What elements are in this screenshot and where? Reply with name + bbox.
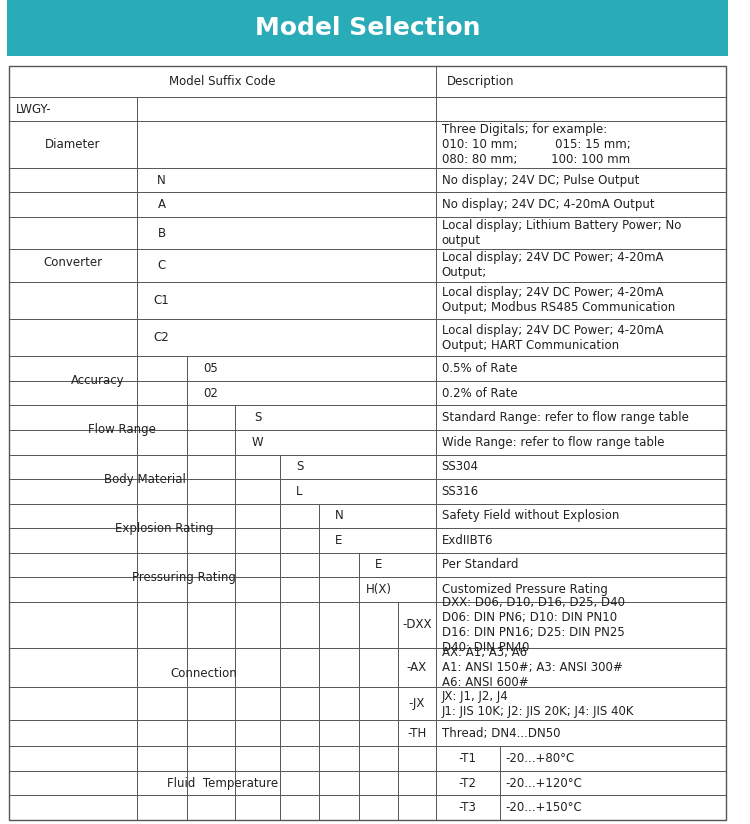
Text: -T1: -T1 xyxy=(459,752,477,765)
Text: Thread; DN4...DN50: Thread; DN4...DN50 xyxy=(442,727,560,740)
Text: Model Selection: Model Selection xyxy=(255,16,481,40)
Text: Local display; 24V DC Power; 4-20mA
Output;: Local display; 24V DC Power; 4-20mA Outp… xyxy=(442,251,663,279)
Text: A: A xyxy=(158,199,166,211)
Text: Per Standard: Per Standard xyxy=(442,559,518,571)
Text: -20...+120°C: -20...+120°C xyxy=(506,776,583,789)
Text: -20...+80°C: -20...+80°C xyxy=(506,752,574,765)
Text: 05: 05 xyxy=(203,363,218,375)
Text: -TH: -TH xyxy=(407,727,427,740)
Text: -DXX: -DXX xyxy=(402,619,431,631)
Text: C1: C1 xyxy=(154,293,170,307)
Text: S: S xyxy=(254,411,261,424)
Text: LWGY-: LWGY- xyxy=(16,103,52,115)
Text: H(X): H(X) xyxy=(365,583,392,596)
Text: Body Material: Body Material xyxy=(104,472,185,485)
Text: Three Digitals; for example:
010: 10 mm;          015: 15 mm;
080: 80 mm;       : Three Digitals; for example: 010: 10 mm;… xyxy=(442,123,630,166)
Text: JX: J1, J2, J4
J1: JIS 10K; J2: JIS 20K; J4: JIS 40K: JX: J1, J2, J4 J1: JIS 10K; J2: JIS 20K;… xyxy=(442,690,634,718)
Text: 0.2% of Rate: 0.2% of Rate xyxy=(442,386,518,400)
Text: C: C xyxy=(158,259,166,272)
Text: N: N xyxy=(158,174,166,187)
Text: C2: C2 xyxy=(154,331,170,344)
Text: Local display; 24V DC Power; 4-20mA
Output; HART Communication: Local display; 24V DC Power; 4-20mA Outp… xyxy=(442,324,663,352)
Text: Wide Range: refer to flow range table: Wide Range: refer to flow range table xyxy=(442,436,664,449)
FancyBboxPatch shape xyxy=(8,0,728,56)
Text: -20...+150°C: -20...+150°C xyxy=(506,801,582,814)
Text: Local display; 24V DC Power; 4-20mA
Output; Modbus RS485 Communication: Local display; 24V DC Power; 4-20mA Outp… xyxy=(442,286,675,314)
Text: Local display; Lithium Battery Power; No
output: Local display; Lithium Battery Power; No… xyxy=(442,219,681,247)
Text: Model Suffix Code: Model Suffix Code xyxy=(169,75,275,88)
Text: L: L xyxy=(296,485,303,498)
Text: -T2: -T2 xyxy=(459,776,477,789)
Text: SS304: SS304 xyxy=(442,461,479,473)
Text: Safety Field without Explosion: Safety Field without Explosion xyxy=(442,509,619,522)
Text: Flow Range: Flow Range xyxy=(88,424,156,437)
Text: Pressuring Rating: Pressuring Rating xyxy=(132,571,236,583)
Text: AX: A1, A3, A6
A1: ANSI 150#; A3: ANSI 300#
A6: ANSI 600#: AX: A1, A3, A6 A1: ANSI 150#; A3: ANSI 3… xyxy=(442,646,622,689)
Text: -AX: -AX xyxy=(406,661,427,674)
Text: Explosion Rating: Explosion Rating xyxy=(115,522,213,535)
Text: 0.5% of Rate: 0.5% of Rate xyxy=(442,363,517,375)
Text: No display; 24V DC; Pulse Output: No display; 24V DC; Pulse Output xyxy=(442,174,639,187)
Text: W: W xyxy=(252,436,263,449)
Text: No display; 24V DC; 4-20mA Output: No display; 24V DC; 4-20mA Output xyxy=(442,199,654,211)
Text: -T3: -T3 xyxy=(459,801,477,814)
Text: Diameter: Diameter xyxy=(45,138,100,151)
Text: Connection: Connection xyxy=(170,667,237,681)
Text: Customized Pressure Rating: Customized Pressure Rating xyxy=(442,583,608,596)
Text: S: S xyxy=(296,461,303,473)
Text: Accuracy: Accuracy xyxy=(71,374,124,387)
Text: -JX: -JX xyxy=(409,697,425,710)
FancyBboxPatch shape xyxy=(9,66,727,820)
Text: Standard Range: refer to flow range table: Standard Range: refer to flow range tabl… xyxy=(442,411,688,424)
Text: E: E xyxy=(375,559,382,571)
Text: Fluid  Temperature: Fluid Temperature xyxy=(166,776,278,789)
Text: SS316: SS316 xyxy=(442,485,479,498)
Text: Description: Description xyxy=(446,75,514,88)
Text: Converter: Converter xyxy=(44,255,102,269)
Text: E: E xyxy=(335,534,343,547)
Text: DXX: D06, D10, D16, D25, D40
D06: DIN PN6; D10: DIN PN10
D16: DIN PN16; D25: DIN: DXX: D06, D10, D16, D25, D40 D06: DIN PN… xyxy=(442,596,625,654)
Text: B: B xyxy=(158,227,166,240)
Text: ExdIIBT6: ExdIIBT6 xyxy=(442,534,493,547)
Text: N: N xyxy=(334,509,344,522)
Text: 02: 02 xyxy=(203,386,218,400)
